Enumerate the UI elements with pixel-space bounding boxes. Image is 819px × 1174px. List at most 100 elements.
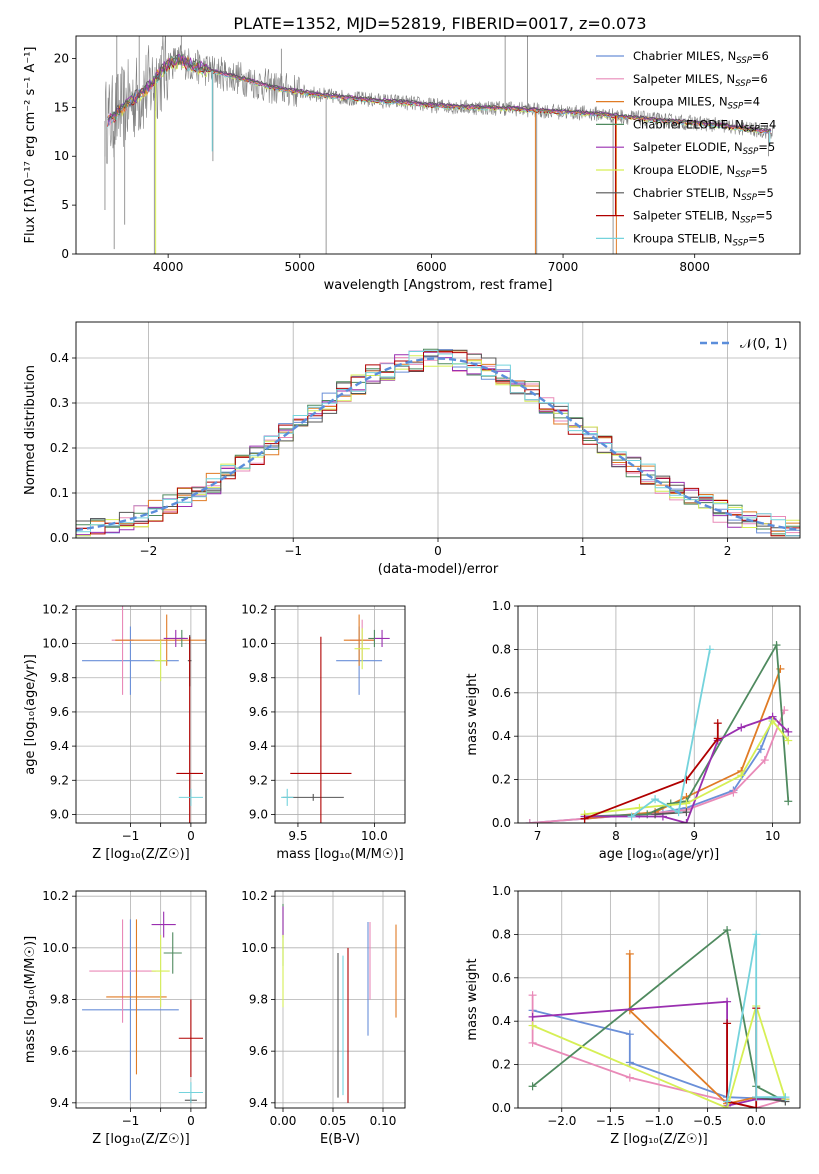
y-tick-label: 0.6 bbox=[492, 686, 511, 700]
legend-label-subscript: SSP bbox=[735, 170, 751, 180]
series-marker bbox=[723, 997, 732, 1006]
y-tick-label: 9.8 bbox=[249, 993, 268, 1007]
legend-label-main: Chabrier STELIB, N bbox=[633, 186, 741, 200]
model-spectrum-chabrier-stelib bbox=[107, 54, 772, 131]
x-tick-label: 0.05 bbox=[320, 1114, 347, 1128]
errorbar-point-kroupa-miles bbox=[343, 614, 375, 666]
series-marker bbox=[729, 788, 738, 797]
series-line-salpeter-stelib bbox=[584, 723, 719, 820]
legend-label-suffix: =6 bbox=[751, 72, 768, 86]
x-tick-label: 9.5 bbox=[288, 829, 307, 843]
legend-label-suffix: =6 bbox=[752, 49, 769, 63]
legend-label-subscript: SSP bbox=[743, 147, 759, 157]
series-marker bbox=[625, 1058, 634, 1067]
axes-frame bbox=[517, 890, 801, 1109]
legend-label: Salpeter MILES, NSSP=6 bbox=[633, 72, 768, 89]
legend-label: Chabrier ELODIE, NSSP=4 bbox=[633, 117, 776, 134]
series-marker bbox=[705, 645, 714, 654]
errorbar-point-chabrier-miles bbox=[82, 919, 179, 1101]
y-tick-label: 0.4 bbox=[50, 351, 69, 365]
y-tick-label: 10.0 bbox=[241, 637, 268, 651]
legend-label-suffix: =4 bbox=[759, 117, 776, 131]
y-tick-label: 0.0 bbox=[50, 531, 69, 545]
y-tick-label: 0.4 bbox=[492, 729, 511, 743]
legend-label-suffix: =5 bbox=[756, 209, 773, 223]
series-marker bbox=[528, 991, 537, 1000]
legend-label: Salpeter STELIB, NSSP=5 bbox=[633, 209, 773, 226]
x-axis-label: (data-model)/error bbox=[378, 562, 499, 577]
series-marker bbox=[682, 819, 691, 823]
y-tick-label: 0.0 bbox=[492, 816, 511, 830]
x-tick-label: 7000 bbox=[548, 260, 579, 274]
legend-label-subscript: SSP bbox=[744, 124, 760, 134]
y-axis-label: mass weight bbox=[465, 958, 480, 1040]
y-tick-label: 9.2 bbox=[249, 773, 268, 787]
x-axis-label: mass [log₁₀(M/M☉)] bbox=[276, 847, 403, 862]
x-tick-label: −1 bbox=[284, 544, 302, 558]
y-tick-label: 0.2 bbox=[50, 441, 69, 455]
y-tick-label: 9.6 bbox=[50, 1044, 69, 1058]
legend-label-main: Chabrier MILES, N bbox=[633, 49, 736, 63]
legend-label-main: Salpeter ELODIE, N bbox=[633, 140, 743, 154]
legend-label: Chabrier STELIB, NSSP=5 bbox=[633, 186, 774, 203]
y-tick-label: 0.0 bbox=[492, 1101, 511, 1115]
series-marker bbox=[723, 926, 732, 935]
series-line-kroupa-stelib bbox=[631, 649, 711, 818]
x-axis-label: Z [log₁₀(Z/Z☉)] bbox=[92, 1132, 189, 1147]
errorbar-point-salpeter-stelib bbox=[290, 636, 352, 823]
x-tick-label: −1 bbox=[122, 1114, 140, 1128]
y-tick-label: 9.6 bbox=[50, 705, 69, 719]
legend-label: Kroupa STELIB, NSSP=5 bbox=[633, 231, 765, 248]
errorbar-point-salpeter-stelib bbox=[178, 999, 203, 1077]
axes-frame bbox=[517, 605, 801, 824]
chart-mass-vs-z: −1 0 9.4 9.6 9.8 10.0 10.2 Z [log₁₀(Z/Z☉)] mass … bbox=[23, 889, 207, 1147]
axes-frame bbox=[75, 605, 207, 824]
series-line-kroupa-elodie bbox=[532, 1002, 787, 1108]
errorbar-point-kroupa-miles bbox=[115, 614, 206, 666]
legend-label-subscript: SSP bbox=[740, 216, 756, 226]
y-tick-label: 9.8 bbox=[50, 671, 69, 685]
x-tick-label: 10 bbox=[765, 829, 780, 843]
series-marker bbox=[723, 1097, 732, 1106]
legend-label-suffix: =5 bbox=[758, 140, 775, 154]
series-marker bbox=[651, 810, 660, 819]
legend-label: Kroupa MILES, NSSP=4 bbox=[633, 95, 760, 112]
y-tick-label: 10.2 bbox=[42, 602, 69, 616]
x-axis-label: age [log₁₀(age/yr)] bbox=[599, 847, 720, 862]
y-tick-label: 9.8 bbox=[50, 993, 69, 1007]
legend-label: Salpeter ELODIE, NSSP=5 bbox=[633, 140, 775, 157]
x-tick-label: −1 bbox=[122, 829, 140, 843]
x-tick-label: 2 bbox=[724, 544, 732, 558]
series-marker bbox=[651, 795, 660, 804]
legend-label-subscript: SSP bbox=[736, 56, 752, 66]
errorbar-point-salpeter-miles bbox=[89, 919, 156, 1023]
legend-label-main: Salpeter STELIB, N bbox=[633, 209, 740, 223]
x-tick-label: 10.0 bbox=[361, 829, 388, 843]
series-marker bbox=[772, 641, 781, 650]
axes-frame bbox=[274, 890, 406, 1109]
series-marker bbox=[784, 797, 793, 806]
legend-label-subscript: SSP bbox=[733, 238, 749, 248]
series-marker bbox=[737, 723, 746, 732]
chart-age-vs-z: −1 0 9.0 9.2 9.4 9.6 9.8 10.0 10.2 Z [log₁₀(Z/Z☉)… bbox=[23, 602, 207, 862]
x-tick-label: −0.5 bbox=[693, 1114, 722, 1128]
errorbar-point-kroupa-miles bbox=[106, 919, 167, 1075]
x-tick-label: 7 bbox=[534, 829, 542, 843]
chart-spectrum: 4000 5000 6000 7000 8000 0 5 10 15 20 wavelength [… bbox=[23, 35, 801, 293]
axes-frame bbox=[75, 35, 801, 255]
series-marker bbox=[752, 930, 761, 939]
plot-area bbox=[82, 911, 203, 1103]
y-tick-label: 15 bbox=[54, 100, 69, 114]
y-tick-label: 1.0 bbox=[492, 884, 511, 898]
y-tick-label: 0.8 bbox=[492, 642, 511, 656]
x-axis-label: E(B-V) bbox=[320, 1132, 360, 1147]
series-marker bbox=[784, 727, 793, 736]
normal-distribution-curve bbox=[76, 357, 800, 532]
x-tick-label: 9 bbox=[690, 829, 698, 843]
x-tick-label: 8000 bbox=[679, 260, 710, 274]
y-tick-label: 10.2 bbox=[241, 602, 268, 616]
errorbar-point-kroupa-stelib bbox=[178, 1082, 203, 1103]
chart-weight-vs-age: 7 8 9 10 0.0 0.2 0.4 0.6 0.8 1.0 age [log₁₀(age/yr… bbox=[465, 599, 801, 862]
